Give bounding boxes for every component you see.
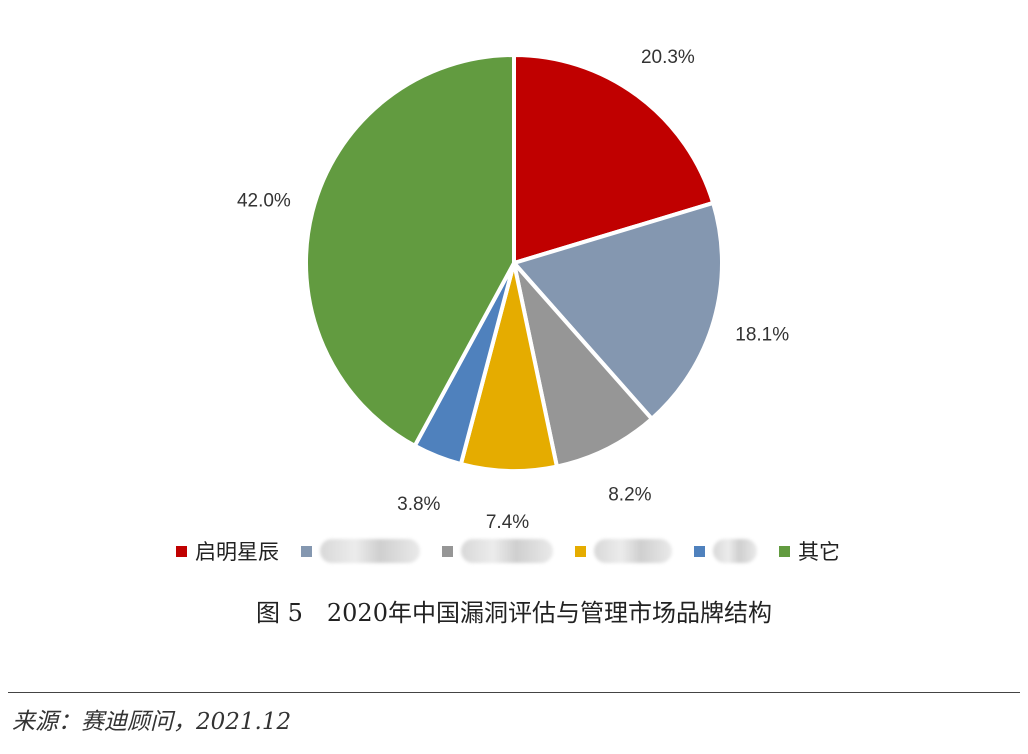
divider-line <box>8 692 1020 693</box>
pie-slice-2 <box>512 261 654 469</box>
legend-label-5: 其它 <box>798 540 840 564</box>
pie-slice-1 <box>512 200 724 421</box>
pie-slices <box>304 53 724 474</box>
legend-label-obscured <box>594 539 672 563</box>
legend-label-obscured <box>713 539 757 563</box>
legend-label-obscured <box>320 539 420 563</box>
pie-data-label-4: 3.8% <box>397 494 440 515</box>
legend-swatch-0 <box>176 545 187 557</box>
pie-data-label-5: 42.0% <box>237 191 291 212</box>
legend-item-4 <box>694 539 757 563</box>
legend-label-0: 启明星辰 <box>195 540 279 564</box>
legend-swatch-2 <box>442 545 453 557</box>
pie-slice-0 <box>512 53 716 265</box>
pie-data-label-1: 18.1% <box>735 325 789 346</box>
legend-item-3 <box>575 539 672 563</box>
pie-data-labels: 20.3% 18.1% 8.2% 7.4% 3.8% 42.0% <box>237 47 789 533</box>
pie-slice-5 <box>304 53 516 448</box>
legend-item-1 <box>301 539 420 563</box>
legend-swatch-4 <box>694 545 705 557</box>
pie-data-label-0: 20.3% <box>641 47 695 68</box>
chart-legend: 启明星辰 其它 <box>176 535 862 567</box>
legend-swatch-5 <box>779 545 790 557</box>
legend-swatch-1 <box>301 545 312 557</box>
legend-swatch-3 <box>575 545 586 557</box>
pie-data-label-2: 8.2% <box>608 485 651 506</box>
legend-item-0: 启明星辰 <box>176 536 279 566</box>
legend-item-2 <box>442 539 553 563</box>
figure-caption: 图 5 2020年中国漏洞评估与管理市场品牌结构 <box>256 599 772 627</box>
pie-data-label-3: 7.4% <box>486 512 529 533</box>
source-note: 来源：赛迪顾问，2021.12 <box>12 709 292 735</box>
legend-item-5: 其它 <box>779 536 840 566</box>
legend-label-obscured <box>461 539 553 563</box>
